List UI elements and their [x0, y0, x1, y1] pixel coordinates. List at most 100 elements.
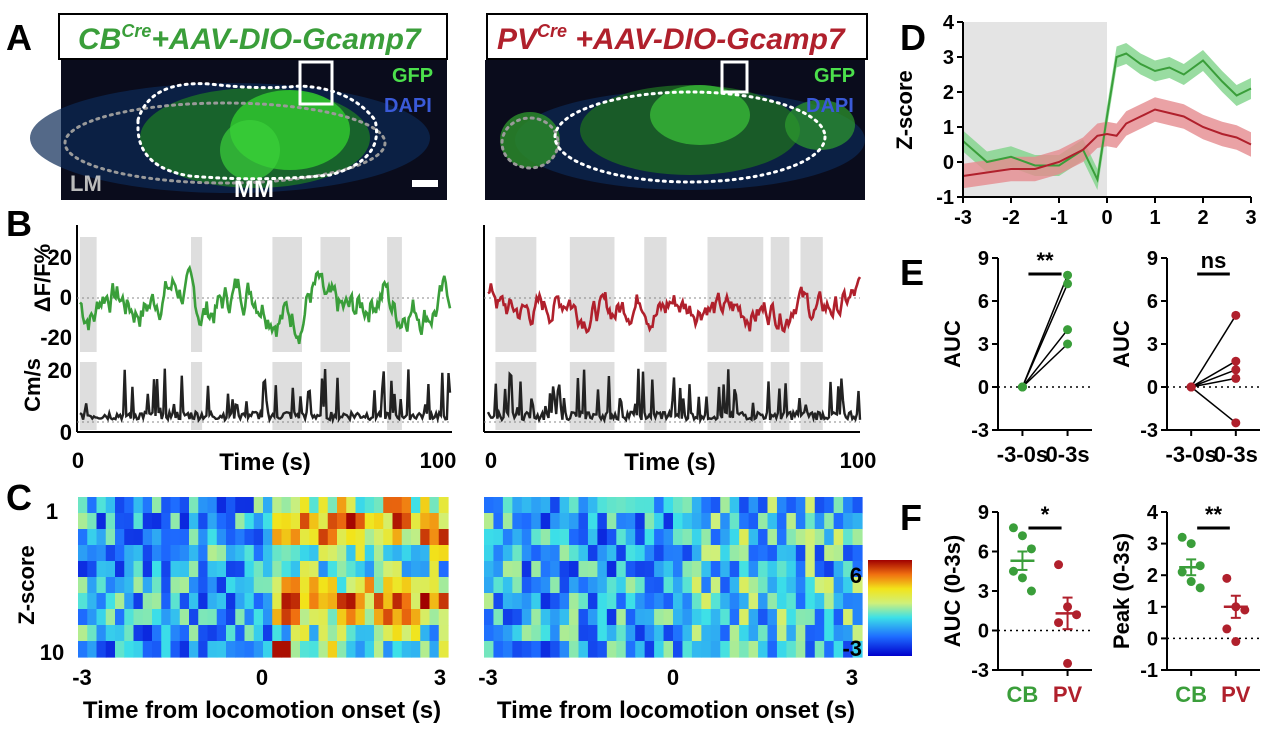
heat-cell: [179, 561, 190, 578]
heat-cell: [767, 609, 778, 626]
heat-cell: [318, 625, 329, 642]
heat-cell: [124, 641, 135, 658]
ylabel: Peak (0-3s): [1109, 533, 1134, 649]
heat-cell: [824, 625, 835, 642]
panel-b: B 20 0 -20 20 0 ΔF/F% Cm/s 0 100 Time (s…: [6, 203, 876, 476]
heat-cell: [786, 641, 797, 658]
heat-cell: [355, 577, 366, 594]
heat-cell: [644, 593, 655, 610]
heat-cell: [502, 561, 513, 578]
heat-cell: [142, 609, 153, 626]
heat-cell: [290, 561, 301, 578]
heat-cell: [852, 593, 863, 610]
cb-dff-trace: [79, 264, 452, 345]
heat-cell: [198, 625, 209, 642]
heat-cell: [512, 513, 523, 530]
heat-cell: [597, 529, 608, 546]
heat-cell: [606, 609, 617, 626]
heat-cell: [216, 497, 227, 514]
heat-cell: [625, 641, 636, 658]
heat-cell: [597, 593, 608, 610]
heat-cell: [635, 641, 646, 658]
heat-cell: [235, 609, 246, 626]
heat-cell: [597, 497, 608, 514]
post-point: [1063, 339, 1073, 349]
heat-cell: [96, 529, 107, 546]
heat-cell: [364, 545, 375, 562]
heat-cell: [142, 545, 153, 562]
heat-cell: [253, 625, 264, 642]
right-dapi-label: DAPI: [806, 95, 854, 117]
heat-cell: [216, 577, 227, 594]
heat-cell: [814, 609, 825, 626]
heat-cell: [374, 593, 384, 610]
heat-cell: [115, 529, 125, 546]
post-point: [1231, 373, 1241, 383]
post-point: [1063, 270, 1073, 280]
heat-cell: [824, 513, 835, 530]
heat-cell: [521, 561, 532, 578]
heat-cell: [786, 513, 797, 530]
heat-cell: [758, 529, 769, 546]
heat-cell: [720, 513, 731, 530]
heat-cell: [635, 625, 646, 642]
heat-cell: [244, 609, 255, 626]
d-x-tick: 1: [1149, 207, 1160, 229]
heat-cell: [411, 593, 421, 610]
heat-cell: [364, 497, 375, 514]
heat-cell: [235, 625, 246, 642]
heat-cell: [235, 577, 246, 594]
heat-cell: [720, 561, 731, 578]
locomotion-bout-top: [644, 237, 667, 352]
b-tick-speed-20: 20: [48, 358, 72, 383]
heat-cell: [152, 561, 162, 578]
heat-cell: [124, 625, 135, 642]
heat-cell: [300, 625, 310, 642]
heat-cell: [559, 545, 570, 562]
heat-cell: [78, 625, 88, 642]
heat-cell: [392, 609, 403, 626]
heat-cell: [644, 641, 655, 658]
heat-cell: [309, 545, 320, 562]
heat-cell: [512, 529, 523, 546]
left-title: CBCre+AAV-DIO-Gcamp7: [78, 21, 422, 56]
c-row-1: 1: [46, 499, 58, 524]
heat-cell: [374, 609, 384, 626]
heat-cell: [392, 497, 403, 514]
heat-cell: [710, 641, 721, 658]
heat-cell: [281, 545, 292, 562]
heat-cell: [189, 625, 199, 642]
heat-cell: [805, 641, 816, 658]
heat-cell: [682, 497, 693, 514]
pair-line: [1191, 377, 1236, 388]
heat-cell: [805, 497, 816, 514]
locomotion-bout-bottom: [191, 362, 203, 430]
heat-cell: [272, 593, 283, 610]
heat-cell: [540, 529, 551, 546]
heat-cell: [374, 529, 384, 546]
heat-cell: [559, 561, 570, 578]
heat-cell: [300, 593, 310, 610]
left-dapi-label: DAPI: [384, 95, 432, 117]
heat-cell: [253, 545, 264, 562]
heat-cell: [776, 609, 787, 626]
heat-cell: [318, 497, 329, 514]
heat-cell: [216, 561, 227, 578]
heat-cell: [383, 561, 394, 578]
heat-cell: [852, 529, 863, 546]
heat-cell: [531, 625, 542, 642]
heat-cell: [739, 577, 750, 594]
heat-cell: [309, 561, 320, 578]
heat-cell: [767, 625, 778, 642]
heat-cell: [263, 641, 273, 658]
heat-cell: [767, 545, 778, 562]
heat-cell: [833, 545, 844, 562]
heat-cell: [521, 577, 532, 594]
heat-cell: [748, 593, 759, 610]
heat-cell: [805, 625, 816, 642]
heat-cell: [346, 609, 357, 626]
significance-label: ns: [1201, 248, 1227, 273]
heat-cell: [401, 577, 412, 594]
heat-cell: [438, 609, 449, 626]
heat-cell: [587, 529, 598, 546]
